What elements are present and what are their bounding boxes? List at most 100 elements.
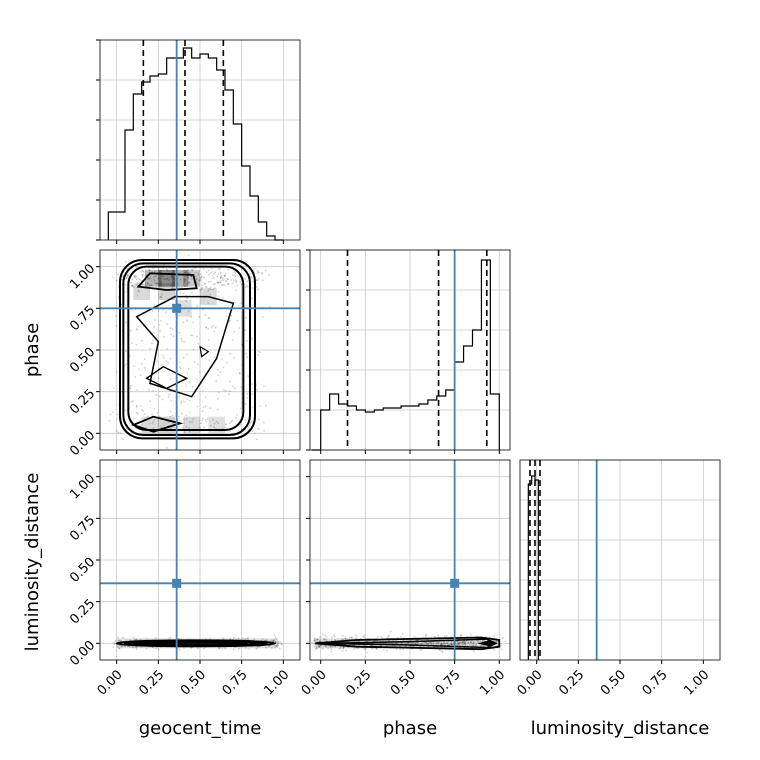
scatter-phase-vs-geocent_time-point <box>199 277 202 279</box>
scatter-luminosity_distance-vs-phase-point <box>474 644 477 647</box>
scatter-phase-vs-geocent_time-point <box>222 366 225 369</box>
scatter-phase-vs-geocent_time-point <box>139 374 142 377</box>
scatter-luminosity_distance-vs-phase-point <box>457 641 460 644</box>
scatter-phase-vs-geocent_time-point <box>141 274 144 277</box>
scatter-phase-vs-geocent_time-point <box>200 275 203 278</box>
xtick-label-geocent_time: 0.75 <box>220 667 251 698</box>
scatter-phase-vs-geocent_time-point <box>180 400 183 403</box>
scatter-phase-vs-geocent_time-point <box>193 395 196 398</box>
scatter-luminosity_distance-vs-phase-point <box>446 642 449 645</box>
scatter-luminosity_distance-vs-geocent_time-point <box>221 647 224 650</box>
scatter-phase-vs-geocent_time-density-cell <box>183 270 200 287</box>
scatter-phase-vs-geocent_time-point <box>153 407 156 410</box>
scatter-phase-vs-geocent_time-point <box>183 431 186 433</box>
scatter-phase-vs-geocent_time-point <box>240 386 243 389</box>
scatter-phase-vs-geocent_time-point <box>251 287 254 289</box>
scatter-luminosity_distance-vs-phase-point <box>469 643 472 646</box>
scatter-luminosity_distance-vs-phase-point <box>464 643 467 646</box>
scatter-phase-vs-geocent_time-point <box>124 409 127 412</box>
scatter-phase-vs-geocent_time-point <box>267 274 270 276</box>
scatter-luminosity_distance-vs-phase-point <box>472 643 475 646</box>
scatter-phase-vs-geocent_time-point <box>161 293 163 296</box>
scatter-phase-vs-geocent_time-point <box>117 413 119 416</box>
scatter-phase-vs-geocent_time-point <box>229 380 231 383</box>
scatter-phase-vs-geocent_time-point <box>262 315 264 318</box>
scatter-phase-vs-geocent_time-point <box>227 278 229 281</box>
scatter-phase-vs-geocent_time-point <box>115 279 118 282</box>
scatter-phase-vs-geocent_time-point <box>172 277 175 280</box>
scatter-phase-vs-geocent_time-point <box>217 295 220 298</box>
scatter-phase-vs-geocent_time-point <box>169 276 171 279</box>
scatter-phase-vs-geocent_time-point <box>178 395 180 398</box>
scatter-phase-vs-geocent_time-point <box>131 278 134 281</box>
scatter-luminosity_distance-vs-phase-point <box>464 642 467 645</box>
scatter-luminosity_distance-vs-phase-point <box>462 643 465 646</box>
scatter-luminosity_distance-vs-phase-point <box>351 636 353 639</box>
scatter-phase-vs-geocent_time-point <box>229 390 231 393</box>
scatter-phase-vs-geocent_time-point <box>181 286 183 289</box>
scatter-phase-vs-geocent_time-point <box>250 276 253 278</box>
scatter-phase-vs-geocent_time-point <box>209 288 212 291</box>
scatter-luminosity_distance-vs-geocent_time-point <box>132 646 134 649</box>
scatter-phase-vs-geocent_time-point <box>171 414 174 417</box>
scatter-luminosity_distance-vs-phase-point <box>457 643 460 645</box>
scatter-phase-vs-geocent_time-point <box>159 296 162 299</box>
scatter-phase-vs-geocent_time-point <box>200 284 203 286</box>
scatter-phase-vs-geocent_time-point <box>213 422 216 425</box>
scatter-phase-vs-geocent_time-point <box>149 348 152 350</box>
scatter-phase-vs-geocent_time-point <box>182 427 184 429</box>
scatter-phase-vs-geocent_time-contour <box>145 365 189 390</box>
scatter-phase-vs-geocent_time-contours <box>119 259 256 440</box>
scatter-phase-vs-geocent_time-point <box>198 279 201 282</box>
scatter-phase-vs-geocent_time-point <box>133 274 136 277</box>
scatter-luminosity_distance-vs-geocent_time-contour-core <box>141 642 242 645</box>
scatter-phase-vs-geocent_time-point <box>224 423 227 425</box>
scatter-luminosity_distance-vs-phase-point <box>363 637 366 639</box>
scatter-luminosity_distance-vs-phase-point <box>434 635 436 638</box>
scatter-phase-vs-geocent_time-point <box>143 413 146 416</box>
scatter-phase-vs-geocent_time-point <box>245 353 247 355</box>
scatter-phase-vs-geocent_time-point <box>124 283 127 286</box>
scatter-phase-vs-geocent_time-point <box>217 422 220 425</box>
scatter-luminosity_distance-vs-phase-point <box>448 643 450 646</box>
scatter-phase-vs-geocent_time-point <box>160 319 162 322</box>
scatter-luminosity_distance-vs-geocent_time-truth-marker <box>172 578 182 588</box>
xtick-label-phase: 1.00 <box>477 667 508 698</box>
scatter-phase-vs-geocent_time-point <box>190 275 193 278</box>
scatter-phase-vs-geocent_time-point <box>166 269 169 271</box>
scatter-phase-vs-geocent_time-point <box>179 278 182 281</box>
scatter-phase-vs-geocent_time-point <box>224 274 227 277</box>
scatter-phase-vs-geocent_time-point <box>155 282 158 285</box>
scatter-luminosity_distance-vs-phase-point <box>364 648 366 651</box>
scatter-luminosity_distance-vs-phase-point <box>371 647 373 650</box>
scatter-phase-vs-geocent_time-point <box>213 287 216 289</box>
scatter-phase-vs-geocent_time-point <box>150 283 152 286</box>
scatter-luminosity_distance-vs-geocent_time-point <box>133 638 136 641</box>
scatter-luminosity_distance-vs-phase-point <box>440 643 443 646</box>
scatter-phase-vs-geocent_time-point <box>188 381 191 383</box>
scatter-phase-vs-geocent_time-point <box>160 295 162 298</box>
scatter-phase-vs-geocent_time-point <box>165 311 167 313</box>
scatter-phase-vs-geocent_time-point <box>225 423 228 426</box>
scatter-phase-vs-geocent_time-point <box>135 411 138 414</box>
scatter-luminosity_distance-vs-phase-point <box>462 641 465 644</box>
scatter-phase-vs-geocent_time-point <box>151 413 153 416</box>
scatter-phase-vs-geocent_time-point <box>136 389 139 391</box>
scatter-phase-vs-geocent_time-point <box>161 275 164 278</box>
scatter-phase-vs-geocent_time-point <box>243 273 246 276</box>
scatter-phase-vs-geocent_time-point <box>196 405 199 408</box>
scatter-phase-vs-geocent_time-point <box>137 412 139 415</box>
scatter-luminosity_distance-vs-geocent_time-point <box>277 644 280 647</box>
scatter-phase-vs-geocent_time-point <box>201 286 203 289</box>
scatter-luminosity_distance-vs-geocent_time-point <box>126 645 129 648</box>
scatter-luminosity_distance-vs-geocent_time-point <box>155 647 157 650</box>
scatter-phase-vs-geocent_time-point <box>168 393 171 396</box>
scatter-phase-vs-geocent_time-point <box>113 387 116 389</box>
scatter-phase-vs-geocent_time-point <box>166 447 168 449</box>
scatter-luminosity_distance-vs-phase-point <box>450 643 453 646</box>
scatter-luminosity_distance-vs-phase-point <box>382 648 385 651</box>
scatter-phase-vs-geocent_time-point <box>190 268 193 271</box>
scatter-phase-vs-geocent_time-point <box>197 342 200 345</box>
scatter-phase-vs-geocent_time-point <box>258 277 260 280</box>
scatter-phase-vs-geocent_time-point <box>129 384 132 387</box>
